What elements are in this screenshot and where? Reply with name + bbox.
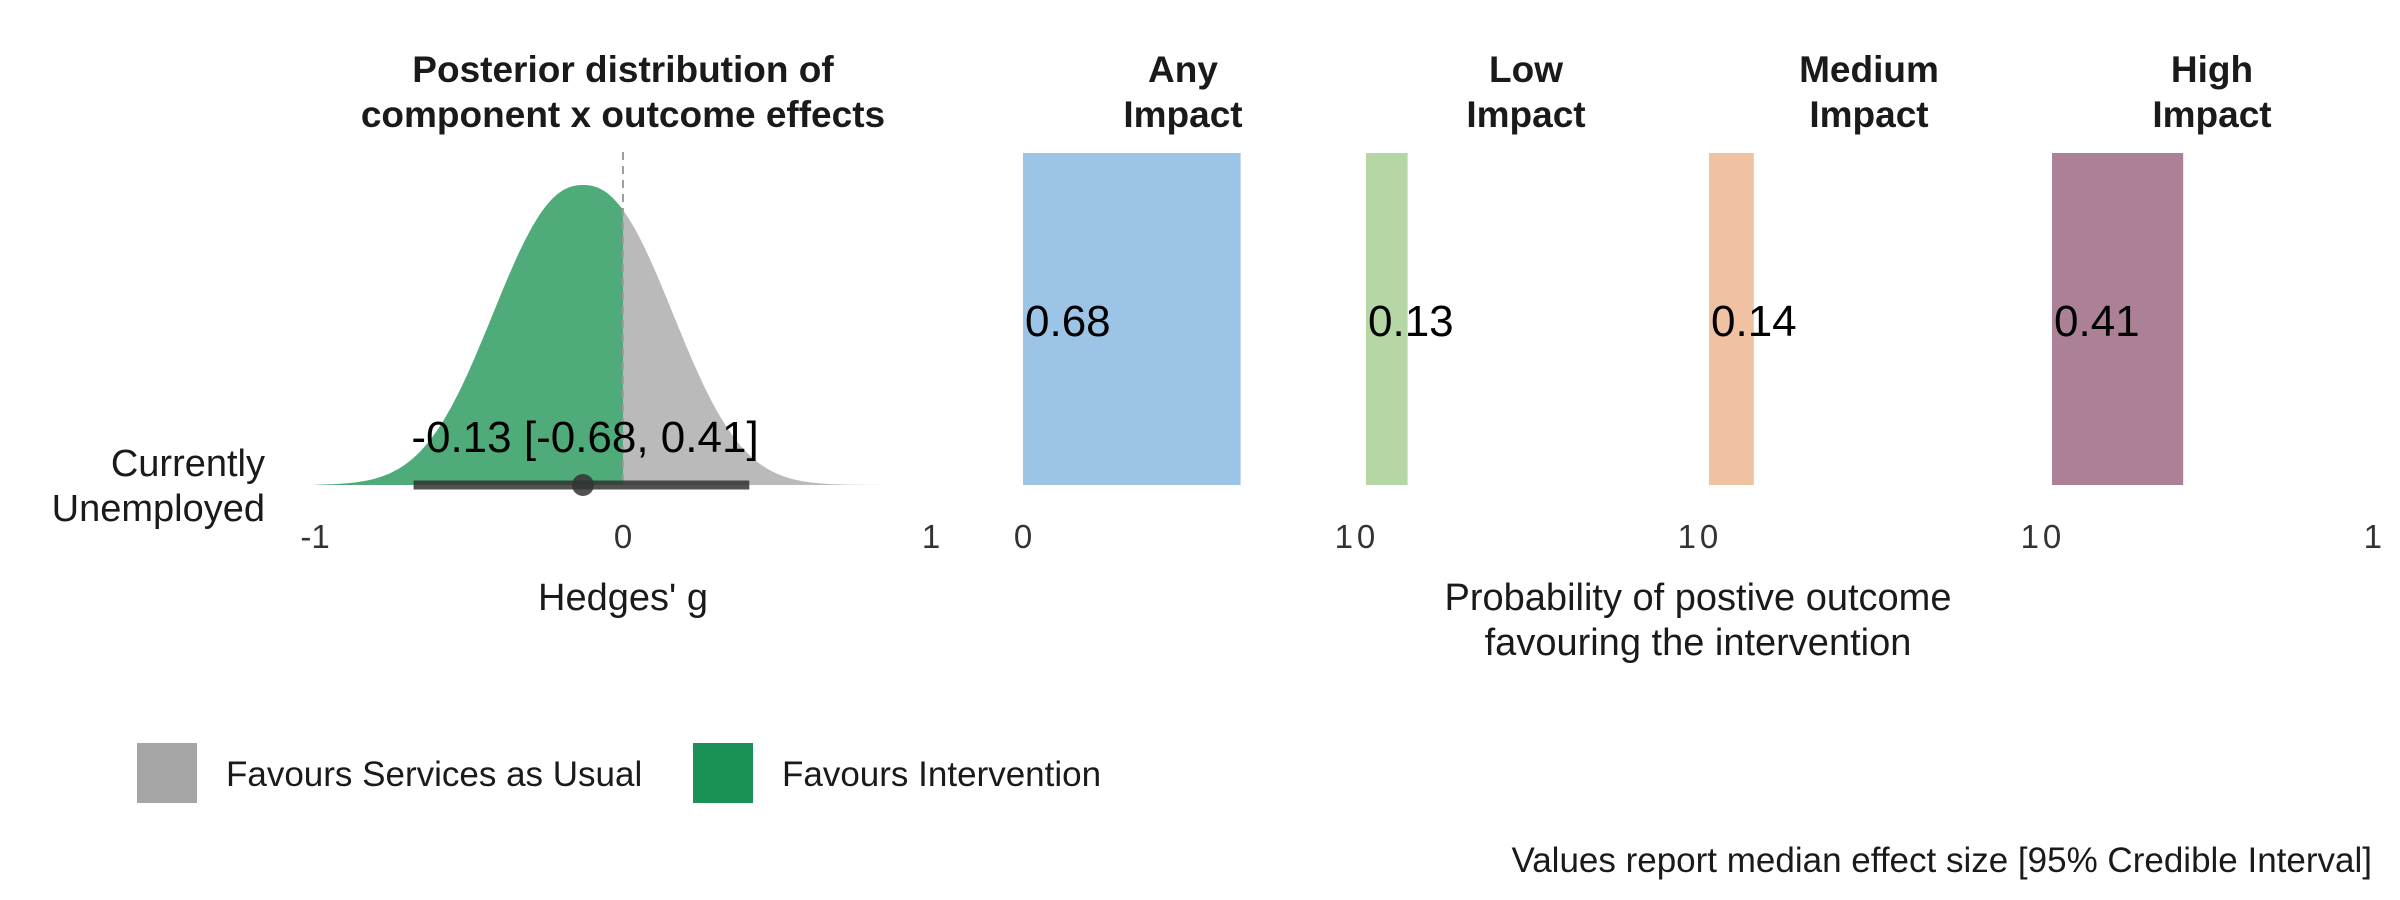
probability-bar <box>1366 153 1408 485</box>
x-tick-label: 0 <box>1357 518 1375 555</box>
row-label-line-1: Currently <box>111 443 265 485</box>
legend-label-intervention: Favours Intervention <box>782 755 1101 794</box>
median-point <box>571 474 594 496</box>
legend: Favours Services as Usual Favours Interv… <box>137 743 1101 803</box>
posterior-title-line-1: Posterior distribution of <box>412 49 834 90</box>
density-favours-intervention <box>315 185 623 485</box>
x-tick-label: -1 <box>300 518 329 555</box>
bar-value-label: 0.41 <box>2054 297 2140 346</box>
x-axis-label: Hedges' g <box>538 577 708 619</box>
probability-axis-label-line-2: favouring the intervention <box>1485 622 1912 664</box>
panel-title-line-2: Impact <box>2152 94 2271 135</box>
probability-bar <box>2052 153 2184 485</box>
x-tick-label: 1 <box>922 518 940 555</box>
x-tick-label: 0 <box>1014 518 1032 555</box>
effect-annotation: -0.13 [-0.68, 0.41] <box>411 413 758 462</box>
density-favours-usual <box>623 210 931 485</box>
x-tick-label: 0 <box>2043 518 2061 555</box>
panel-title-line-2: Impact <box>1466 94 1585 135</box>
posterior-panel: Posterior distribution of component x ou… <box>52 49 941 619</box>
x-tick-label: 0 <box>1700 518 1718 555</box>
probability-axis-label-line-1: Probability of postive outcome <box>1445 577 1952 619</box>
bar-value-label: 0.68 <box>1025 297 1111 346</box>
posterior-title-line-2: component x outcome effects <box>361 94 885 135</box>
panel-title-line-2: Impact <box>1809 94 1928 135</box>
bar-value-label: 0.14 <box>1711 297 1797 346</box>
x-tick-label: 1 <box>2021 518 2039 555</box>
legend-swatch-usual <box>137 743 197 803</box>
probability-bar <box>1023 153 1241 485</box>
bar-value-label: 0.13 <box>1368 297 1454 346</box>
legend-label-usual: Favours Services as Usual <box>226 755 642 794</box>
legend-swatch-intervention <box>693 743 753 803</box>
row-label-line-2: Unemployed <box>52 488 265 530</box>
panel-title-line-1: Any <box>1148 49 1218 90</box>
panel-title-line-1: Medium <box>1799 49 1939 90</box>
panel-title-line-2: Impact <box>1123 94 1242 135</box>
panel-title-line-1: Low <box>1489 49 1563 90</box>
caption: Values report median effect size [95% Cr… <box>1511 841 2372 880</box>
x-tick-label: 1 <box>1335 518 1353 555</box>
x-tick-label: 1 <box>1678 518 1696 555</box>
probability-bar <box>1709 153 1754 485</box>
panel-title-line-1: High <box>2171 49 2253 90</box>
x-tick-label: 0 <box>614 518 632 555</box>
x-tick-label: 1 <box>2364 518 2382 555</box>
